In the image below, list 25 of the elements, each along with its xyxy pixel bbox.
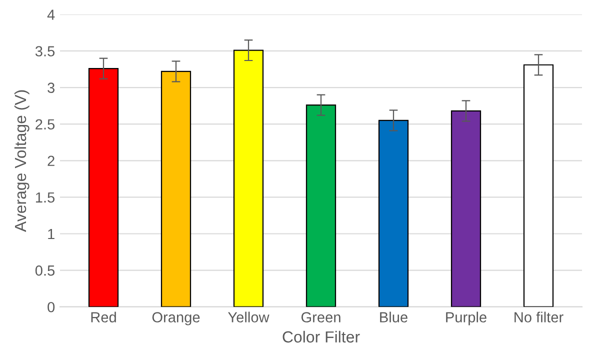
- x-tick-label: Purple: [446, 312, 486, 326]
- y-tick-label: 1: [48, 229, 54, 240]
- y-tick-label: 3: [48, 82, 54, 93]
- x-tick-label: Blue: [380, 312, 408, 322]
- x-tick-label: Yellow: [228, 312, 270, 322]
- y-tick-label: 0: [48, 302, 55, 312]
- y-tick-label: 3.5: [35, 46, 55, 56]
- bar: [306, 104, 336, 307]
- x-tick-label: Red: [91, 312, 116, 322]
- bar: [450, 110, 482, 307]
- y-tick-label: 4: [47, 10, 55, 20]
- y-tick-label: 2: [48, 156, 54, 166]
- y-tick-label: 2.5: [36, 119, 55, 130]
- bar: [88, 68, 119, 307]
- bar: [233, 50, 264, 307]
- x-tick-label: Orange: [152, 312, 200, 326]
- x-axis-title: Color Filter: [282, 330, 360, 343]
- bar: [160, 70, 192, 307]
- y-axis-title: Average Voltage (V): [14, 90, 30, 232]
- y-tick-label: 1.5: [36, 192, 55, 203]
- bar: [378, 120, 409, 307]
- y-tick-label: 0.5: [35, 265, 55, 276]
- x-tick-label: Green: [301, 312, 340, 322]
- x-tick-label: No filter: [514, 312, 564, 322]
- bar: [523, 64, 554, 307]
